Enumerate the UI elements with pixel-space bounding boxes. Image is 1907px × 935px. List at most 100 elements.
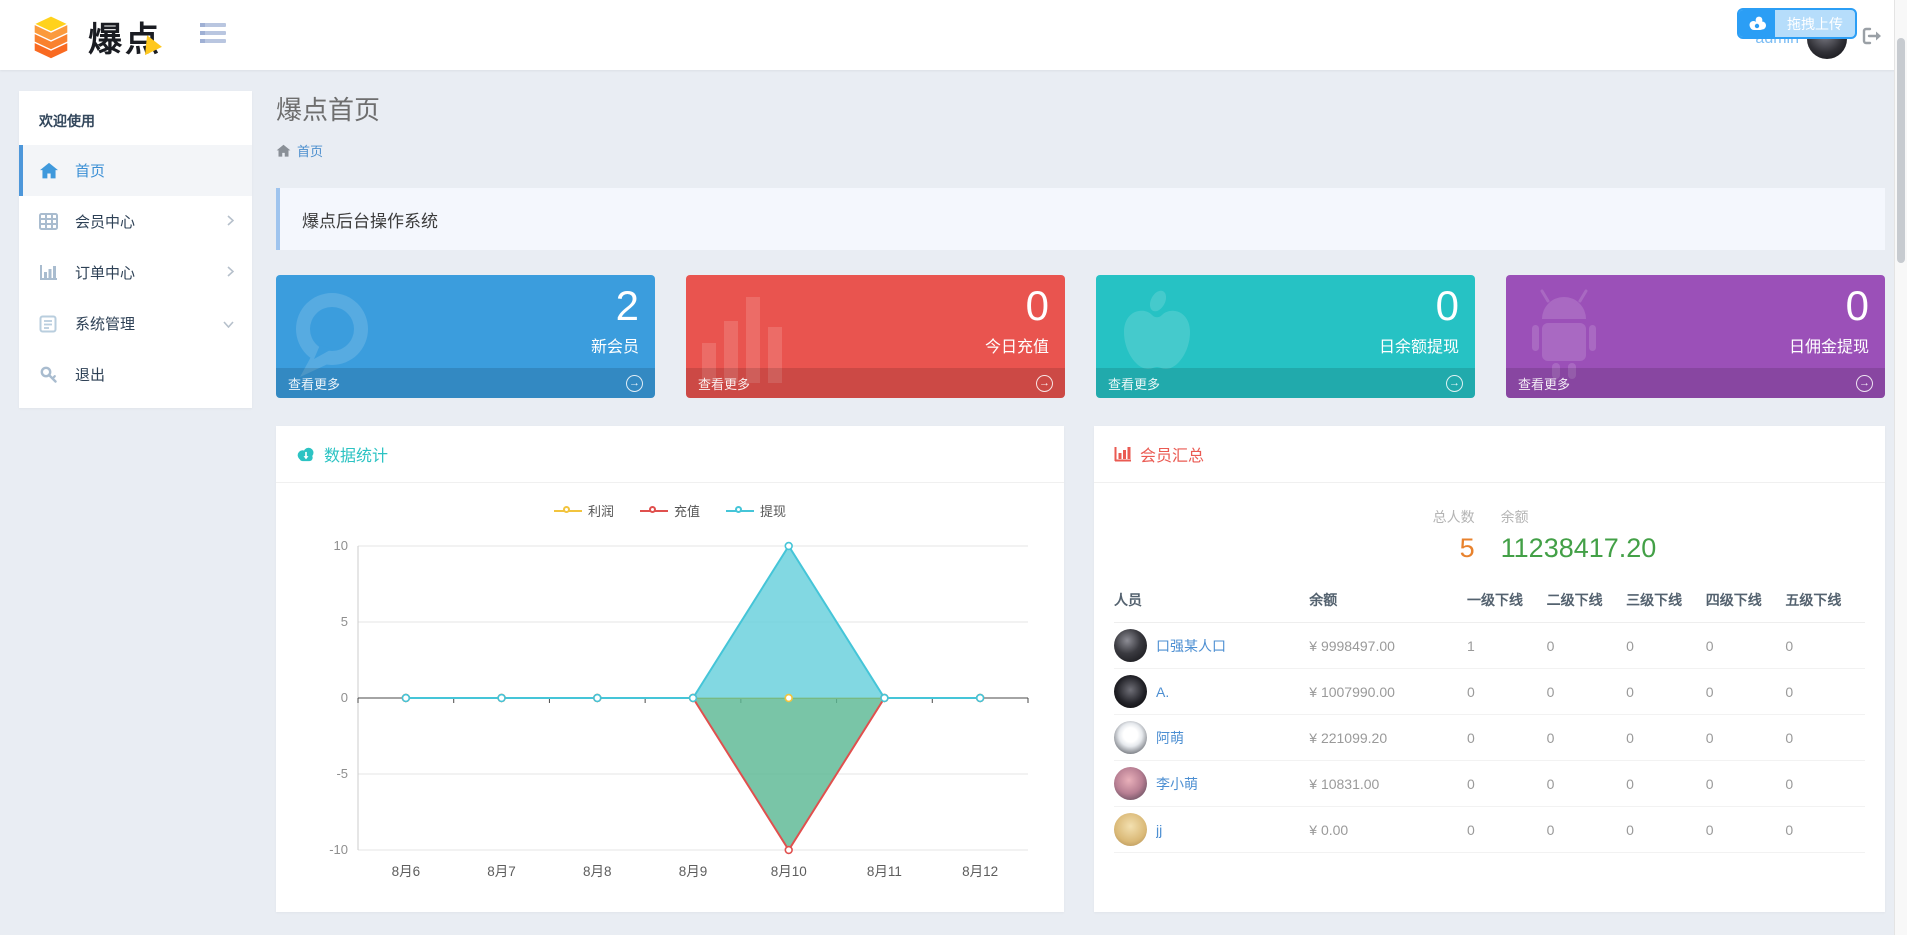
- chevron-right-icon: [227, 213, 235, 230]
- svg-text:8月7: 8月7: [487, 864, 516, 879]
- downline-cell: 0: [1546, 806, 1627, 853]
- breadcrumb-home-link[interactable]: 首页: [297, 144, 324, 159]
- downline-cell: 0: [1626, 622, 1706, 669]
- app-header: 爆点 admin 拖拽上传: [0, 0, 1907, 70]
- downline-cell: 0: [1705, 760, 1786, 807]
- downline-cell: 0: [1785, 622, 1865, 669]
- cloud-share-icon: [1739, 10, 1775, 37]
- sidebar-toggle-icon[interactable]: [200, 23, 226, 45]
- view-more-link[interactable]: 查看更多 →: [1506, 368, 1885, 398]
- sidebar-item-logout[interactable]: 退出: [19, 349, 252, 400]
- bar-chart-icon: [1114, 446, 1132, 462]
- total-members-stat: 总人数 5: [1433, 507, 1475, 564]
- form-icon: [39, 314, 61, 334]
- play-triangle-icon: [144, 35, 164, 57]
- arrow-right-icon: →: [1856, 374, 1873, 392]
- downline-cell: 1: [1466, 622, 1547, 669]
- logo-box-icon: [32, 14, 70, 60]
- col-level1: 一级下线: [1466, 582, 1547, 623]
- legend-item[interactable]: 提现: [726, 501, 786, 520]
- data-stats-panel: 数据统计 利润 充值 提现 10 5 0 -5 -10 8月6 8月7 8月8 8月9 8月10 8…: [276, 426, 1064, 912]
- grid-icon: [39, 212, 61, 232]
- table-row: A. ¥ 1007990.00 0 0 0 0 0: [1114, 668, 1865, 715]
- sidebar-item-label: 订单中心: [75, 265, 136, 282]
- table-row: 口强某人口 ¥ 9998497.00 1 0 0 0 0: [1114, 622, 1865, 669]
- sidebar-item-system[interactable]: 系统管理: [19, 298, 252, 349]
- view-more-link[interactable]: 查看更多 →: [686, 368, 1065, 398]
- header-user-area: admin 拖拽上传: [1647, 0, 1907, 70]
- member-summary-panel: 会员汇总 总人数 5 余额 11238417.20: [1094, 426, 1885, 912]
- col-member: 人员: [1114, 582, 1310, 623]
- col-balance: 余额: [1309, 582, 1467, 623]
- chart-legend: 利润 充值 提现: [276, 501, 1064, 520]
- svg-text:0: 0: [341, 690, 348, 705]
- view-more-link[interactable]: 查看更多 →: [276, 368, 655, 398]
- downline-cell: 0: [1785, 760, 1865, 807]
- avatar: [1114, 813, 1147, 846]
- member-cell: 口强某人口: [1114, 622, 1310, 669]
- stat-card-daily-commission-withdraw: 0 日佣金提现 查看更多 →: [1506, 275, 1885, 398]
- sidebar-item-label: 会员中心: [75, 214, 136, 231]
- member-cell: 阿萌: [1114, 714, 1310, 761]
- member-cell: A.: [1114, 668, 1310, 715]
- brand-logo[interactable]: 爆点: [28, 12, 164, 61]
- downline-cell: 0: [1626, 668, 1706, 715]
- stat-cards-row: 2 新会员 查看更多 → 0 今日充值 查看更多 →: [276, 275, 1885, 398]
- cloud-download-icon: [296, 446, 316, 462]
- svg-text:5: 5: [341, 614, 348, 629]
- welcome-banner: 爆点后台操作系统: [276, 188, 1885, 250]
- stat-card-daily-balance-withdraw: 0 日余额提现 查看更多 →: [1096, 275, 1475, 398]
- sidebar-item-members[interactable]: 会员中心: [19, 196, 252, 247]
- sidebar-item-label: 退出: [75, 367, 106, 384]
- view-more-label: 查看更多: [1518, 376, 1571, 392]
- downline-cell: 0: [1546, 760, 1627, 807]
- downline-cell: 0: [1785, 668, 1865, 715]
- bars-icon: [692, 285, 802, 390]
- member-name-link[interactable]: 阿萌: [1156, 729, 1184, 746]
- stat-label: 日佣金提现: [1788, 339, 1869, 356]
- downline-cell: 0: [1626, 806, 1706, 853]
- sidebar-item-label: 首页: [75, 163, 106, 180]
- legend-label: 利润: [587, 504, 614, 519]
- vertical-scrollbar[interactable]: [1894, 0, 1907, 935]
- total-members-value: 5: [1459, 533, 1475, 563]
- downline-cell: 0: [1626, 760, 1706, 807]
- member-name-link[interactable]: 口强某人口: [1156, 637, 1226, 654]
- downline-cell: 0: [1546, 668, 1627, 715]
- scrollbar-thumb[interactable]: [1897, 38, 1905, 263]
- legend-item[interactable]: 利润: [553, 501, 614, 520]
- downline-cell: 0: [1705, 806, 1786, 853]
- welcome-text: 爆点后台操作系统: [302, 211, 438, 231]
- member-summary-header: 会员汇总: [1094, 426, 1885, 483]
- col-level2: 二级下线: [1546, 582, 1627, 623]
- member-name-link[interactable]: 李小萌: [1156, 775, 1198, 792]
- legend-label: 提现: [760, 504, 787, 519]
- member-stats: 总人数 5 余额 11238417.20: [1433, 507, 1657, 564]
- drag-upload-button[interactable]: 拖拽上传: [1737, 8, 1857, 39]
- col-level5: 五级下线: [1785, 582, 1865, 623]
- total-balance-value: 11238417.20: [1500, 533, 1657, 563]
- svg-text:-5: -5: [336, 766, 348, 781]
- comment-icon: [282, 285, 382, 390]
- sidebar-item-home[interactable]: 首页: [19, 145, 252, 196]
- view-more-link[interactable]: 查看更多 →: [1096, 368, 1475, 398]
- avatar: [1114, 675, 1147, 708]
- downline-cell: 0: [1705, 622, 1786, 669]
- downline-cell: 0: [1546, 714, 1627, 761]
- member-name-link[interactable]: A.: [1156, 683, 1170, 700]
- legend-marker: [726, 505, 754, 517]
- balance-cell: ¥ 1007990.00: [1309, 668, 1467, 715]
- sidebar-item-orders[interactable]: 订单中心: [19, 247, 252, 298]
- avatar: [1114, 767, 1147, 800]
- data-stats-header: 数据统计: [276, 426, 1064, 483]
- view-more-label: 查看更多: [288, 376, 341, 392]
- downline-cell: 0: [1466, 668, 1547, 715]
- line-chart: 10 5 0 -5 -10 8月6 8月7 8月8 8月9 8月10 8月11 8月12: [329, 538, 1029, 879]
- member-name-link[interactable]: jj: [1156, 821, 1163, 838]
- key-icon: [39, 365, 61, 385]
- downline-cell: 0: [1705, 714, 1786, 761]
- svg-text:8月8: 8月8: [583, 864, 612, 879]
- sign-out-icon[interactable]: [1861, 26, 1883, 46]
- legend-item[interactable]: 充值: [639, 501, 700, 520]
- stat-card-new-members: 2 新会员 查看更多 →: [276, 275, 655, 398]
